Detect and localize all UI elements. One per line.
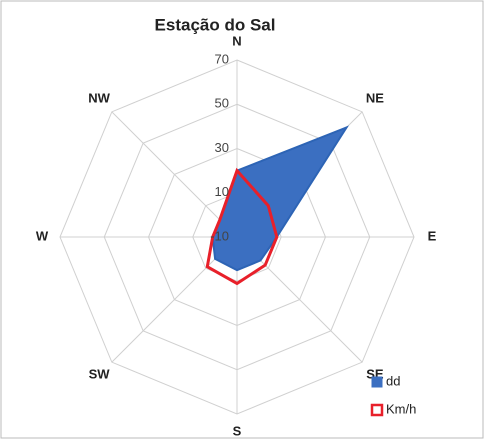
series-shape <box>205 167 279 286</box>
category-label: SW <box>89 366 111 381</box>
tick-label: -10 <box>210 228 229 243</box>
legend-swatch <box>371 376 383 388</box>
category-label: W <box>36 228 49 243</box>
legend-label: dd <box>386 373 400 388</box>
tick-label: 30 <box>215 140 229 155</box>
category-label: S <box>233 423 242 438</box>
tick-label: 70 <box>215 51 229 66</box>
category-label: NW <box>88 91 110 106</box>
spoke <box>111 111 238 238</box>
tick-label: 10 <box>215 184 229 199</box>
tick-label: 50 <box>215 96 229 111</box>
chart-title: Estação do Sal <box>155 15 276 34</box>
category-label: E <box>428 228 437 243</box>
category-label: NE <box>366 91 384 106</box>
legend-label: Km/h <box>386 401 416 416</box>
category-label: N <box>232 33 241 48</box>
legend-swatch <box>370 403 384 417</box>
